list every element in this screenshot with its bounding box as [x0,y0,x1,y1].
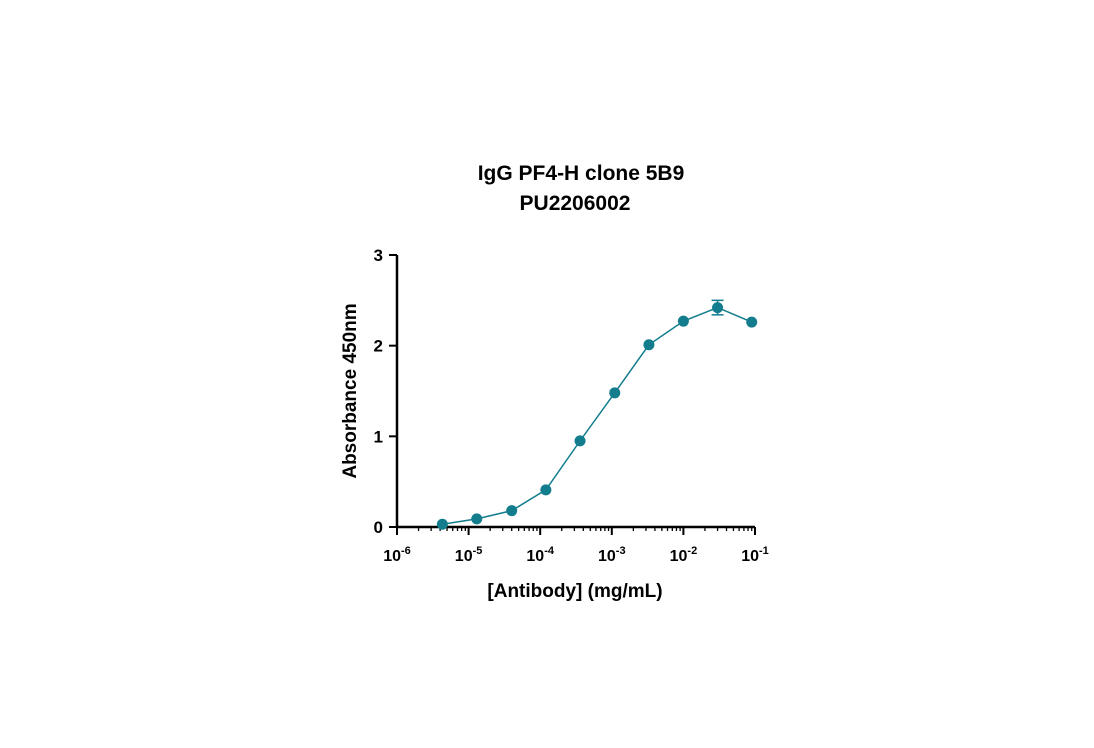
y-tick-label: 2 [374,337,383,356]
data-point [471,513,483,525]
data-point [746,316,758,328]
chart-subtitle: PU2206002 [520,192,631,215]
x-tick-label: 10-1 [741,545,769,565]
data-point [436,518,448,530]
series-line [442,306,753,526]
chart-title: IgG PF4-H clone 5B9 [478,162,685,185]
y-tick-label: 3 [374,246,383,265]
axes [395,255,755,529]
x-tick-label: 10-4 [526,545,554,565]
y-axis-label: Absorbance 450nm [340,303,361,478]
data-point [609,387,621,399]
data-point [506,505,518,517]
x-tick-label: 10-5 [455,545,483,565]
y-tick-label: 1 [374,427,383,446]
x-tick-label: 10-6 [383,545,411,565]
x-tick-label: 10-2 [670,545,698,565]
y-axis-ticks: 0 1 2 3 [374,246,397,537]
data-point [712,302,724,314]
x-axis-label: [Antibody] (mg/mL) [487,581,662,602]
x-tick-label: 10-3 [598,545,626,565]
data-point [643,339,655,351]
data-point [574,435,586,447]
series-layer [436,299,758,530]
data-point [540,484,552,496]
y-tick-label: 0 [374,518,383,537]
data-point [677,315,689,327]
x-axis-ticks: 10-6 10-5 10-4 10-3 10-2 10-1 [383,527,769,565]
